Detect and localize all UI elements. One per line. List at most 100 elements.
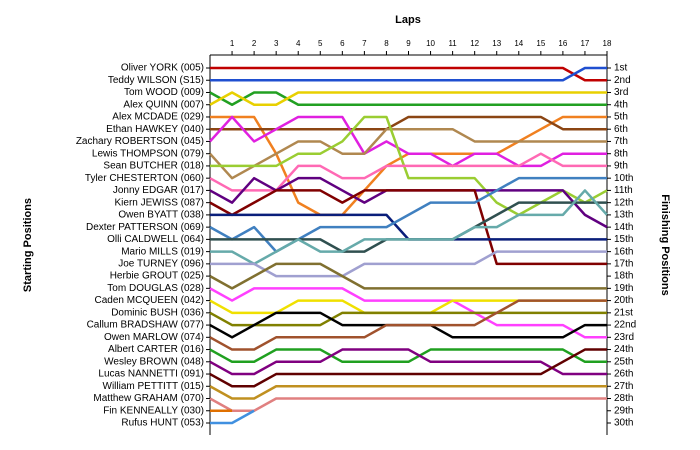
position-line (209, 91, 607, 106)
start-label: Ethan HAWKEY (040) (106, 124, 204, 135)
x-tick-label: 14 (514, 39, 523, 48)
finish-label: 10th (614, 173, 633, 184)
start-label: Caden MCQUEEN (042) (95, 295, 204, 306)
position-line (210, 66, 607, 82)
finish-label: 21st (614, 307, 633, 318)
finish-label: 22nd (614, 320, 636, 331)
position-line (209, 91, 607, 106)
start-label: Zachary ROBERTSON (045) (76, 136, 204, 147)
start-label: Callum BRADSHAW (077) (87, 320, 204, 331)
position-line (210, 189, 608, 266)
position-line (209, 287, 607, 339)
start-label: Oliver YORK (005) (121, 63, 204, 74)
x-tick-label: 12 (470, 39, 479, 48)
start-label: Jonny EDGAR (017) (113, 185, 204, 196)
start-label: Owen MARLOW (074) (104, 332, 204, 343)
x-tick-label: 8 (384, 39, 389, 48)
start-label: Alex MCDADE (029) (112, 112, 204, 123)
start-label: Albert CARTER (016) (108, 344, 204, 355)
x-tick-label: 9 (406, 39, 411, 48)
position-line (209, 127, 607, 180)
x-tick-label: 13 (492, 39, 501, 48)
x-tick-label: 17 (580, 39, 589, 48)
x-tick-label: 7 (362, 39, 367, 48)
position-line (209, 262, 607, 290)
position-line (209, 299, 607, 315)
x-tick-label: 3 (274, 39, 279, 48)
start-label: Olli CALDWELL (064) (107, 234, 204, 245)
x-tick-label: 1 (230, 39, 235, 48)
position-line (210, 115, 607, 131)
finish-label: 16th (614, 246, 633, 257)
finish-label: 29th (614, 405, 633, 416)
finish-label: 23rd (614, 332, 634, 343)
finish-label: 20th (614, 295, 633, 306)
x-tick-label: 18 (603, 39, 612, 48)
finish-label: 14th (614, 222, 633, 233)
x-tick-label: 15 (536, 39, 545, 48)
finish-label: 26th (614, 369, 633, 380)
x-tick-label: 4 (296, 39, 301, 48)
start-label: Kiern JEWISS (087) (115, 197, 204, 208)
position-line (209, 348, 607, 364)
finish-label: 4th (614, 99, 628, 110)
position-line (209, 385, 607, 400)
start-label: Rufus HUNT (053) (121, 418, 204, 429)
position-line (209, 189, 607, 266)
start-label: Wesley BROWN (048) (104, 356, 204, 367)
finish-label: 30th (614, 418, 633, 429)
finish-label: 5th (614, 112, 628, 123)
start-label: Joe TURNEY (096) (118, 259, 204, 270)
x-tick-label: 16 (558, 39, 567, 48)
position-line (209, 397, 607, 413)
finish-label: 18th (614, 271, 633, 282)
finish-label: 7th (614, 136, 628, 147)
position-line (210, 66, 607, 82)
start-label: Owen BYATT (038) (118, 210, 204, 221)
finish-label: 6th (614, 124, 628, 135)
finish-label: 2nd (614, 75, 631, 86)
start-label: Sean BUTCHER (018) (103, 161, 204, 172)
position-line (209, 311, 607, 327)
finish-label: 17th (614, 259, 633, 270)
finish-label: 24th (614, 344, 633, 355)
start-label: Dominic BUSH (036) (111, 307, 204, 318)
finish-label: 13th (614, 210, 633, 221)
position-line (210, 409, 255, 425)
finish-label: 27th (614, 381, 633, 392)
finish-label: 1st (614, 63, 628, 74)
finish-label: 9th (614, 161, 628, 172)
start-label: William PETTITT (015) (103, 381, 205, 392)
y-axis-title: Starting Positions (22, 198, 34, 292)
start-label: Mario MILLS (019) (121, 246, 204, 257)
position-line (209, 115, 607, 168)
finish-label: 28th (614, 393, 633, 404)
start-label: Dexter PATTERSON (069) (86, 222, 204, 233)
start-label: Lewis THOMPSON (079) (92, 148, 204, 159)
position-line (209, 348, 607, 376)
finish-label: 25th (614, 356, 633, 367)
start-label: Herbie GROUT (025) (110, 271, 204, 282)
finish-label: 12th (614, 197, 633, 208)
position-line (209, 152, 607, 192)
start-label: Teddy WILSON (S15) (108, 75, 204, 86)
start-label: Tom WOOD (009) (124, 87, 204, 98)
start-label: Tyler CHESTERTON (060) (85, 173, 204, 184)
y2-axis-title: Finishing Positions (659, 194, 671, 295)
finish-label: 11th (614, 185, 633, 196)
start-label: Alex QUINN (007) (123, 99, 204, 110)
finish-label: 15th (614, 234, 633, 245)
finish-label: 3rd (614, 87, 628, 98)
x-tick-label: 2 (252, 39, 257, 48)
finish-label: 19th (614, 283, 633, 294)
start-label: Matthew GRAHAM (070) (93, 393, 204, 404)
x-tick-label: 10 (426, 39, 435, 48)
position-line (209, 299, 607, 351)
x-tick-label: 11 (448, 39, 457, 48)
start-label: Tom DOUGLAS (028) (107, 283, 204, 294)
position-line (209, 348, 607, 388)
finish-label: 8th (614, 148, 628, 159)
position-line (210, 213, 607, 241)
x-axis-title: Laps (395, 14, 421, 26)
